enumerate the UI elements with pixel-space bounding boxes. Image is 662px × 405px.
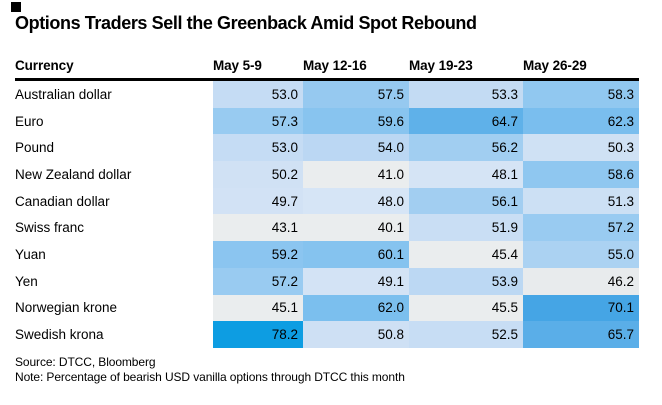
heatmap-cell: 57.3	[213, 107, 303, 135]
heatmap-cell: 57.5	[303, 81, 409, 108]
currency-label: Swedish krona	[15, 327, 104, 343]
currency-label: Australian dollar	[15, 86, 112, 102]
currency-label: Yuan	[15, 246, 46, 262]
heatmap-cell: 53.0	[213, 81, 303, 108]
table-row: Pound 53.0 54.0 56.2 50.3	[15, 134, 639, 162]
heatmap-cell: 51.3	[523, 187, 639, 215]
heatmap-cell: 48.1	[409, 161, 523, 188]
table-body: Australian dollar 53.0 57.5 53.3 58.3 Euro 57.…	[15, 81, 639, 348]
currency-label: Swiss franc	[15, 220, 85, 236]
table-row: Norwegian krone 45.1 62.0 45.5 70.1	[15, 294, 639, 322]
column-header-currency: Currency	[15, 57, 74, 73]
column-header-week-2: May 12-16	[303, 57, 367, 73]
column-header-week-1: May 5-9	[213, 57, 262, 73]
heatmap-cell: 57.2	[523, 214, 639, 242]
heatmap-cell: 49.7	[213, 187, 303, 215]
heatmap-cell: 59.6	[303, 107, 409, 135]
table-row: Swiss franc 43.1 40.1 51.9 57.2	[15, 214, 639, 242]
currency-label: Euro	[15, 113, 44, 129]
heatmap-cell: 45.5	[409, 294, 523, 322]
table-row: Yuan 59.2 60.1 45.4 55.0	[15, 241, 639, 268]
column-header-week-4: May 26-29	[523, 57, 587, 73]
table-row: New Zealand dollar 50.2 41.0 48.1 58.6	[15, 161, 639, 188]
heatmap-cell: 53.3	[409, 81, 523, 108]
heatmap-cell: 55.0	[523, 241, 639, 268]
heatmap-cell: 60.1	[303, 241, 409, 268]
table-row: Yen 57.2 49.1 53.9 46.2	[15, 267, 639, 295]
heatmap-cell: 45.4	[409, 241, 523, 268]
table-row: Swedish krona 78.2 50.8 52.5 65.7	[15, 321, 639, 348]
heatmap-cell: 51.9	[409, 214, 523, 242]
heatmap-cell: 43.1	[213, 214, 303, 242]
heatmap-cell: 59.2	[213, 241, 303, 268]
table-header-row: Currency May 5-9 May 12-16 May 19-23 May…	[15, 52, 639, 81]
currency-label: Pound	[15, 140, 55, 156]
table-row: Canadian dollar 49.7 48.0 56.1 51.3	[15, 187, 639, 215]
heatmap-cell: 78.2	[213, 321, 303, 348]
heatmap-cell: 48.0	[303, 187, 409, 215]
heatmap-cell: 56.1	[409, 187, 523, 215]
heatmap-cell: 49.1	[303, 267, 409, 295]
heatmap-cell: 62.3	[523, 107, 639, 135]
chart-footer: Source: DTCC, Bloomberg Note: Percentage…	[15, 355, 405, 384]
currency-label: Yen	[15, 273, 38, 289]
currency-label: Canadian dollar	[15, 193, 110, 209]
heatmap-cell: 52.5	[409, 321, 523, 348]
heatmap-table: Currency May 5-9 May 12-16 May 19-23 May…	[15, 52, 639, 348]
table-row: Australian dollar 53.0 57.5 53.3 58.3	[15, 81, 639, 108]
note-line: Note: Percentage of bearish USD vanilla …	[15, 369, 405, 384]
heatmap-cell: 50.2	[213, 161, 303, 188]
heatmap-cell: 56.2	[409, 134, 523, 162]
heatmap-cell: 50.8	[303, 321, 409, 348]
heatmap-cell: 40.1	[303, 214, 409, 242]
heatmap-cell: 46.2	[523, 267, 639, 295]
column-header-week-3: May 19-23	[409, 57, 473, 73]
heatmap-cell: 62.0	[303, 294, 409, 322]
heatmap-cell: 58.3	[523, 81, 639, 108]
table-row: Euro 57.3 59.6 64.7 62.3	[15, 107, 639, 135]
currency-label: New Zealand dollar	[15, 166, 132, 182]
heatmap-cell: 64.7	[409, 107, 523, 135]
heatmap-cell: 53.9	[409, 267, 523, 295]
heatmap-cell: 41.0	[303, 161, 409, 188]
heatmap-cell: 45.1	[213, 294, 303, 322]
source-line: Source: DTCC, Bloomberg	[15, 355, 156, 369]
chart-title: Options Traders Sell the Greenback Amid …	[15, 13, 477, 33]
currency-label: Norwegian krone	[15, 300, 118, 316]
heatmap-cell: 54.0	[303, 134, 409, 162]
heatmap-cell: 70.1	[523, 294, 639, 322]
heatmap-cell: 65.7	[523, 321, 639, 348]
heatmap-cell: 53.0	[213, 134, 303, 162]
heatmap-cell: 57.2	[213, 267, 303, 295]
heatmap-cell: 50.3	[523, 134, 639, 162]
brand-square-icon	[11, 2, 21, 12]
heatmap-cell: 58.6	[523, 161, 639, 188]
